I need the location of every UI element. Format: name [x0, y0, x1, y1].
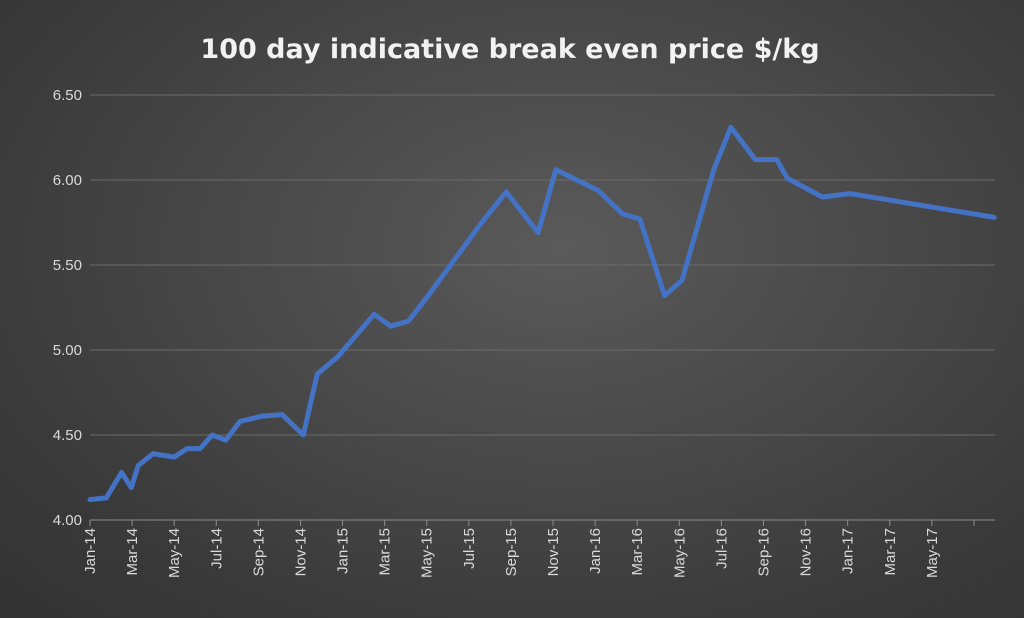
- x-tick-group: Nov-15: [545, 528, 562, 576]
- y-tick-label: 5.00: [53, 342, 82, 359]
- x-tick-group: May-17: [924, 528, 941, 578]
- y-tick-label: 4.50: [53, 427, 82, 444]
- x-tick-label: Sep-15: [503, 528, 520, 576]
- x-tick-label: May-14: [166, 528, 183, 578]
- x-tick-label: Nov-16: [798, 528, 815, 576]
- x-tick-group: Sep-15: [503, 528, 520, 576]
- x-tick-label: May-17: [924, 528, 941, 578]
- x-tick-group: Jul-14: [208, 528, 225, 569]
- x-tick-group: Jan-15: [335, 528, 352, 574]
- x-tick-label: Nov-14: [292, 528, 309, 576]
- series-line: [87, 124, 997, 503]
- y-tick-label: 6.50: [53, 87, 82, 104]
- x-tick-group: Nov-14: [292, 528, 309, 576]
- x-tick-group: May-15: [419, 528, 436, 578]
- chart-title: 100 day indicative break even price $/kg: [200, 34, 819, 65]
- x-tick-label: Jul-14: [208, 528, 225, 569]
- x-tick-group: Jul-16: [713, 528, 730, 569]
- x-tick-label: Jul-16: [713, 528, 730, 569]
- x-axis: [89, 519, 995, 526]
- x-tick-label: Jan-15: [335, 528, 352, 574]
- x-tick-group: Sep-14: [250, 528, 267, 576]
- x-tick-label: Nov-15: [545, 528, 562, 576]
- x-tick-label: Jul-15: [461, 528, 478, 569]
- x-tick-group: Jan-17: [840, 528, 857, 574]
- y-tick-label: 6.00: [53, 172, 82, 189]
- y-tick-label: 5.50: [53, 257, 82, 274]
- x-tick-label: Sep-16: [755, 528, 772, 576]
- y-tick-label: 4.00: [53, 512, 82, 529]
- x-tick-label: May-16: [671, 528, 688, 578]
- x-tick-group: Mar-14: [124, 528, 141, 576]
- x-tick-group: Mar-17: [882, 528, 899, 576]
- x-tick-label: Jan-14: [82, 528, 99, 574]
- x-tick-label: Jan-17: [840, 528, 857, 574]
- x-tick-label: Mar-15: [377, 528, 394, 576]
- x-tick-label: Jan-16: [587, 528, 604, 574]
- y-axis-labels: 4.00 4.50 5.00 5.50 6.00 6.50: [53, 87, 82, 529]
- x-tick-group: May-14: [166, 528, 183, 578]
- x-tick-group: Mar-16: [629, 528, 646, 576]
- x-tick-group: May-16: [671, 528, 688, 578]
- x-tick-label: Mar-17: [882, 528, 899, 576]
- x-tick-label: May-15: [419, 528, 436, 578]
- x-tick-group: Jan-16: [587, 528, 604, 574]
- gridlines: [90, 94, 995, 436]
- series-layer: [87, 124, 997, 503]
- x-axis-labels: Jan-14 Mar-14 May-14 Jul-14 Sep-14 Nov-14 Jan-…: [82, 528, 941, 578]
- x-tick-group: Jan-14: [82, 528, 99, 574]
- x-tick-group: Sep-16: [755, 528, 772, 576]
- x-tick-group: Jul-15: [461, 528, 478, 569]
- x-tick-label: Mar-16: [629, 528, 646, 576]
- x-tick-label: Sep-14: [250, 528, 267, 576]
- x-tick-group: Nov-16: [798, 528, 815, 576]
- x-tick-label: Mar-14: [124, 528, 141, 576]
- x-tick-group: Mar-15: [377, 528, 394, 576]
